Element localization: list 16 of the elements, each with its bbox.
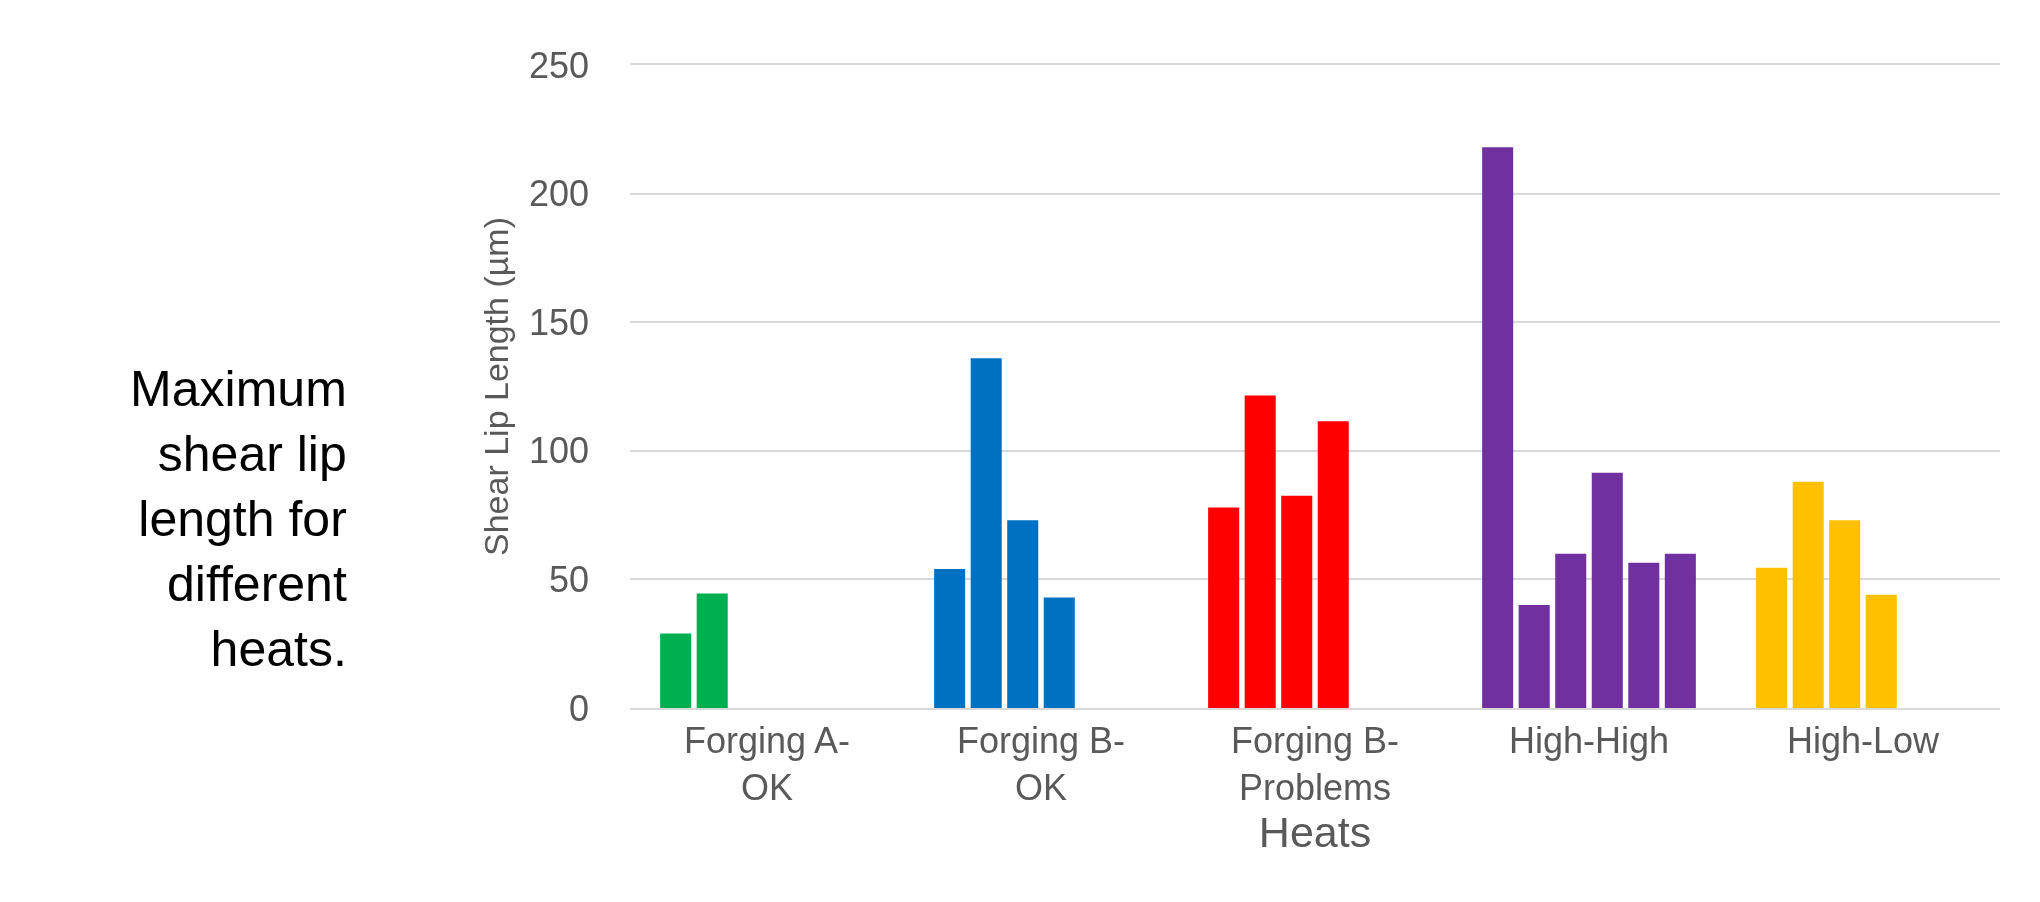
x-tick-label: Forging B-OK	[956, 720, 1126, 808]
y-tick-label: 150	[528, 301, 589, 343]
y-tick-label: 100	[528, 430, 589, 472]
x-tick-label: High-Low	[1786, 720, 1941, 762]
bar	[1664, 553, 1696, 708]
bar	[1628, 562, 1660, 708]
x-tick-label: High-High	[1508, 720, 1670, 762]
x-axis-title: Heats	[1258, 808, 1372, 857]
text: Maximum shear lip length for different heats.	[130, 360, 347, 677]
y-tick-label: 250	[528, 44, 589, 86]
y-tick-label: 200	[528, 173, 589, 215]
x-tick-label: Forging A-OK	[683, 720, 851, 808]
y-axis-title: Shear Lip Length (µm)	[476, 217, 515, 556]
y-tick-label: 0	[568, 687, 589, 729]
x-tick-label: Forging B-Problems	[1230, 720, 1400, 808]
y-tick-label: 50	[548, 559, 589, 600]
